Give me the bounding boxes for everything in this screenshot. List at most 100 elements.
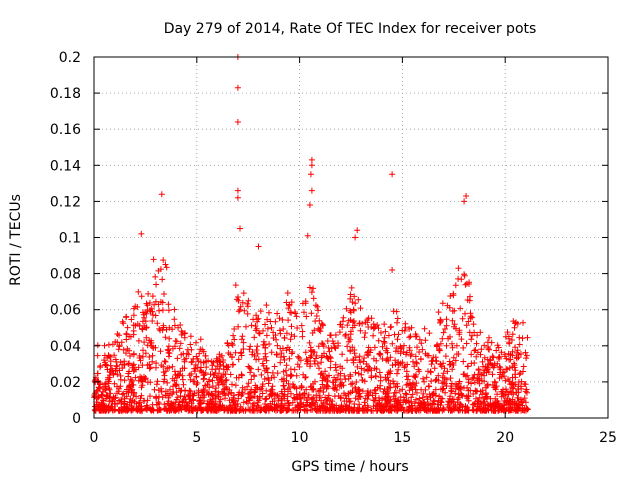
data-point — [274, 342, 281, 349]
data-point — [209, 366, 216, 373]
data-point — [446, 358, 453, 365]
data-point — [512, 371, 518, 378]
data-point — [466, 329, 473, 336]
data-point — [493, 347, 500, 354]
data-point — [524, 334, 531, 341]
data-point — [143, 334, 150, 341]
data-point — [117, 383, 124, 390]
data-point — [160, 257, 167, 264]
data-point — [331, 344, 338, 351]
data-point — [151, 386, 158, 393]
data-point — [189, 358, 196, 365]
data-point — [199, 346, 206, 353]
data-point — [188, 370, 195, 377]
data-point — [187, 392, 194, 399]
data-point — [178, 328, 185, 335]
data-point — [308, 156, 315, 163]
data-point — [164, 346, 171, 353]
data-point — [448, 380, 455, 387]
data-point — [378, 407, 385, 414]
data-point — [346, 399, 353, 405]
data-point — [200, 376, 207, 383]
data-point — [283, 330, 290, 337]
data-point — [460, 358, 467, 365]
data-point — [414, 344, 420, 351]
data-point — [361, 399, 368, 406]
data-point — [101, 342, 108, 349]
data-point — [231, 392, 238, 399]
data-point — [98, 391, 105, 398]
data-point — [261, 405, 268, 412]
data-point — [241, 307, 248, 314]
data-point — [362, 319, 369, 326]
y-tick-label: 0.16 — [50, 122, 81, 138]
data-point — [387, 324, 394, 331]
data-point — [337, 381, 344, 388]
data-point — [365, 352, 372, 359]
data-point — [238, 349, 245, 356]
data-point — [421, 325, 428, 332]
data-point — [277, 330, 284, 337]
data-point — [231, 326, 238, 332]
data-point — [467, 387, 474, 394]
data-point — [221, 404, 228, 411]
data-point — [382, 328, 389, 335]
data-point — [263, 395, 270, 402]
data-point — [114, 383, 120, 390]
data-point — [281, 357, 288, 363]
data-point — [450, 354, 457, 361]
data-point — [138, 384, 145, 391]
data-point — [390, 378, 396, 385]
data-point — [394, 315, 401, 322]
data-point — [273, 407, 279, 414]
data-point — [414, 389, 420, 396]
data-point — [303, 407, 310, 414]
data-point — [236, 306, 243, 313]
data-point — [163, 264, 170, 271]
data-point — [464, 407, 470, 414]
data-point — [391, 389, 398, 396]
data-point — [461, 198, 468, 205]
data-point — [362, 330, 369, 336]
data-point — [196, 350, 203, 357]
data-point — [413, 396, 419, 403]
data-point — [457, 384, 464, 390]
data-point — [316, 392, 323, 399]
data-point — [364, 392, 371, 399]
data-point — [498, 373, 505, 380]
data-point — [275, 403, 282, 410]
data-point — [211, 372, 218, 378]
data-point — [309, 406, 316, 413]
data-point — [140, 347, 146, 354]
data-point — [230, 398, 237, 405]
data-point — [394, 370, 400, 377]
data-point — [188, 359, 195, 366]
data-point — [284, 344, 291, 351]
data-point — [114, 400, 121, 407]
data-point — [520, 368, 526, 375]
data-point — [487, 402, 494, 409]
data-point — [358, 371, 365, 378]
data-point — [273, 336, 280, 343]
data-point — [205, 390, 212, 397]
data-point — [249, 402, 256, 408]
data-point — [93, 404, 100, 411]
data-point — [410, 358, 416, 365]
data-point — [205, 357, 212, 364]
data-point — [408, 351, 415, 358]
data-point — [418, 340, 425, 347]
data-point — [248, 322, 255, 329]
data-point — [126, 360, 133, 367]
data-point — [152, 312, 159, 319]
data-point — [137, 395, 144, 402]
data-point — [356, 390, 362, 397]
data-point — [138, 230, 145, 237]
data-point — [277, 359, 284, 366]
data-point — [402, 390, 409, 397]
data-point — [513, 406, 520, 413]
data-point — [481, 372, 488, 379]
data-point — [518, 351, 524, 357]
data-point — [450, 292, 457, 299]
data-point — [330, 379, 337, 386]
x-axis-label: GPS time / hours — [291, 459, 408, 475]
